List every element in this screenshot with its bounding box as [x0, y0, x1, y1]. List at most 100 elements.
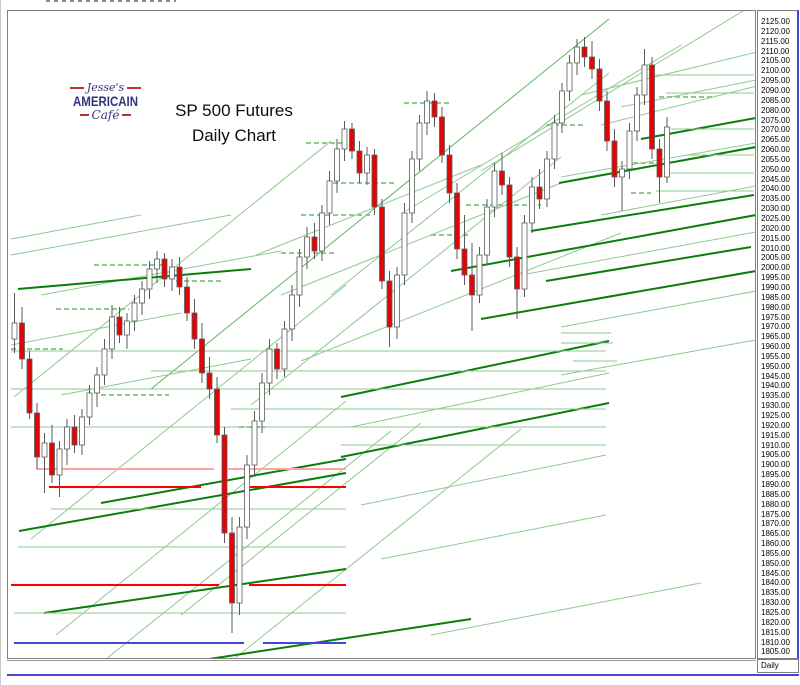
price-axis-label: 1805.00 [761, 647, 790, 657]
logo-red-dash [122, 114, 132, 116]
price-axis-label: 2125.00 [761, 17, 790, 26]
candle-up [101, 348, 108, 376]
candle-up [251, 420, 258, 466]
price-axis-label: 2035.00 [761, 194, 790, 204]
candle-up [619, 168, 625, 178]
price-axis-label: 1855.00 [761, 548, 790, 558]
price-axis-label: 2095.00 [761, 76, 790, 86]
candle-up [626, 130, 633, 170]
candle-down [116, 316, 123, 336]
chart-pane[interactable] [7, 10, 756, 659]
candle-down [446, 154, 453, 194]
price-axis-label: 2015.00 [761, 233, 790, 243]
logo-text-americain: AMERICAIN [72, 93, 139, 109]
price-axis-label: 1870.00 [761, 519, 790, 529]
price-axis-label: 1880.00 [761, 499, 790, 509]
jesses-americain-cafe-logo: Jesse's AMERICAIN Café [53, 82, 158, 121]
candle-down [611, 140, 618, 178]
price-axis-label: 2080.00 [761, 105, 790, 115]
candle-down [514, 256, 520, 290]
candlestick-chart-canvas[interactable] [8, 11, 755, 658]
candle-down [311, 236, 318, 252]
price-axis-label: 1980.00 [761, 302, 790, 312]
candle-up [94, 374, 100, 394]
candle-up [574, 46, 580, 64]
candle-up [79, 416, 85, 446]
candle-down [379, 206, 385, 282]
candle-up [529, 186, 535, 224]
candle-up [64, 426, 70, 450]
window-top-dotted-edge [46, 0, 176, 2]
candle-up [476, 254, 483, 296]
price-axis-label: 1925.00 [761, 411, 790, 420]
price-axis-label: 1930.00 [761, 401, 790, 411]
candle-down [589, 56, 595, 70]
candle-down [274, 348, 280, 370]
price-axis-label: 2090.00 [761, 85, 790, 95]
price-axis-label: 1965.00 [761, 332, 790, 342]
bottom-blue-divider [7, 674, 799, 676]
candle-down [439, 116, 445, 156]
price-axis-label: 2010.00 [761, 243, 790, 253]
price-axis-label: 1940.00 [761, 381, 790, 391]
candle-down [221, 434, 228, 534]
timeframe-tab-daily[interactable]: Daily [757, 659, 799, 673]
price-axis-label: 1900.00 [761, 460, 790, 470]
price-axis-label: 1825.00 [761, 608, 790, 617]
candle-down [26, 358, 33, 414]
price-axis-label: 1835.00 [761, 588, 790, 598]
candle-down [461, 248, 468, 276]
price-axis-label: 1890.00 [761, 479, 790, 489]
chart-title-line2: Daily Chart [191, 126, 277, 145]
candle-up [401, 212, 408, 276]
candle-up [334, 148, 340, 182]
candle-down [649, 64, 655, 150]
logo-red-dash [127, 86, 142, 89]
candle-up [566, 62, 573, 92]
candle-down [199, 338, 205, 374]
candle-up [559, 90, 565, 124]
candle-up [424, 100, 430, 124]
candle-down [454, 192, 460, 250]
logo-text-cafe: Café [91, 108, 120, 122]
price-axis-label: 1975.00 [761, 312, 790, 322]
price-axis-label: 1875.00 [761, 509, 790, 519]
price-axis-label: 2105.00 [761, 56, 790, 66]
candle-down [431, 100, 438, 118]
price-axis-label: 2030.00 [761, 204, 790, 214]
candle-up [326, 180, 333, 214]
price-axis-label: 2070.00 [761, 125, 790, 135]
candle-up [281, 328, 288, 370]
candle-up [521, 222, 528, 290]
candle-down [349, 128, 355, 152]
candle-up [491, 170, 498, 208]
candle-down [506, 184, 513, 258]
price-axis-label: 1840.00 [761, 578, 790, 588]
price-axis-label: 2000.00 [761, 263, 790, 273]
price-axis-label: 1820.00 [761, 617, 790, 627]
candle-down [581, 46, 588, 58]
candle-down [536, 186, 543, 200]
price-axis-label: 1960.00 [761, 342, 790, 352]
candle-up [236, 526, 243, 604]
candle-up [641, 64, 648, 96]
price-axis-label: 1815.00 [761, 627, 790, 637]
candle-down [371, 154, 378, 208]
candle-up [409, 158, 415, 214]
price-axis-label: 1945.00 [761, 371, 790, 381]
candle-down [656, 148, 663, 178]
price-axis-label: 2005.00 [761, 253, 790, 263]
candle-up [304, 236, 310, 258]
logo-red-dash [69, 86, 84, 89]
candle-down [596, 68, 603, 102]
candle-down [71, 426, 78, 446]
price-axis-label: 1865.00 [761, 529, 790, 539]
price-axis[interactable]: 2125.00 2120.00 2115.00 2110.00 2105.00 2100.… [757, 10, 799, 659]
price-axis-label: 1915.00 [761, 430, 790, 440]
logo-text-jesses: Jesse's [86, 81, 125, 94]
price-axis-label: 2045.00 [761, 174, 790, 184]
candle-up [416, 122, 423, 160]
candle-up [139, 288, 145, 304]
candle-up [484, 206, 490, 256]
price-axis-label: 2050.00 [761, 164, 790, 174]
